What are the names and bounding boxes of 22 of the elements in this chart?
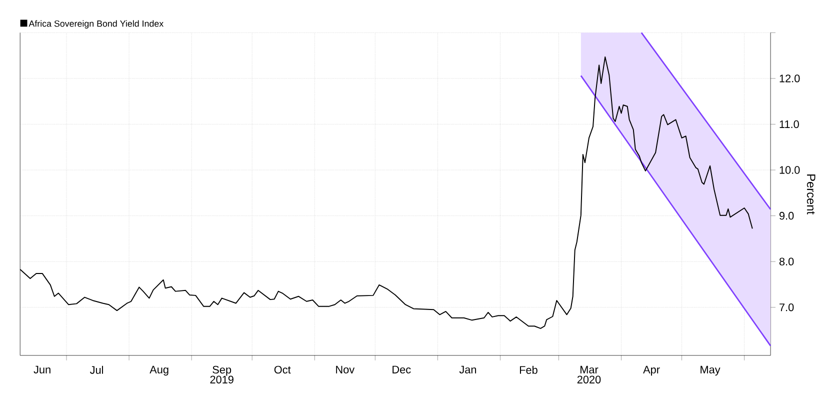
y-tick-label: 8.0 xyxy=(779,258,794,266)
y-tick-label: 12.0 xyxy=(780,74,800,82)
y-tick-label: 10.0 xyxy=(780,166,800,174)
y-tick-label: 7.0 xyxy=(780,304,794,312)
x-tick-label: Jun xyxy=(34,366,50,374)
x-tick-label: May xyxy=(700,366,720,376)
text: 2020 xyxy=(577,376,601,384)
x-tick-label: Nov xyxy=(336,366,355,374)
x-tick-label: Feb xyxy=(520,366,538,374)
y-tick-label: 11.0 xyxy=(780,120,799,128)
x-tick-label: Oct xyxy=(274,366,291,374)
x-tick-label: Aug xyxy=(150,366,168,376)
y-tick-label: 9.0 xyxy=(779,212,794,220)
y-axis-title: Percent xyxy=(806,174,816,214)
x-tick-label: Dec xyxy=(392,366,411,374)
x-tick-label: Sep xyxy=(212,366,232,376)
x-tick-label: Jan xyxy=(459,366,476,374)
text: 2019 xyxy=(210,376,234,384)
x-tick-label: Mar xyxy=(580,366,598,374)
legend-label: Africa Sovereign Bond Yield Index xyxy=(28,20,164,29)
x-tick-label: Apr xyxy=(643,366,660,376)
x-tick-label: Jul xyxy=(90,366,103,374)
